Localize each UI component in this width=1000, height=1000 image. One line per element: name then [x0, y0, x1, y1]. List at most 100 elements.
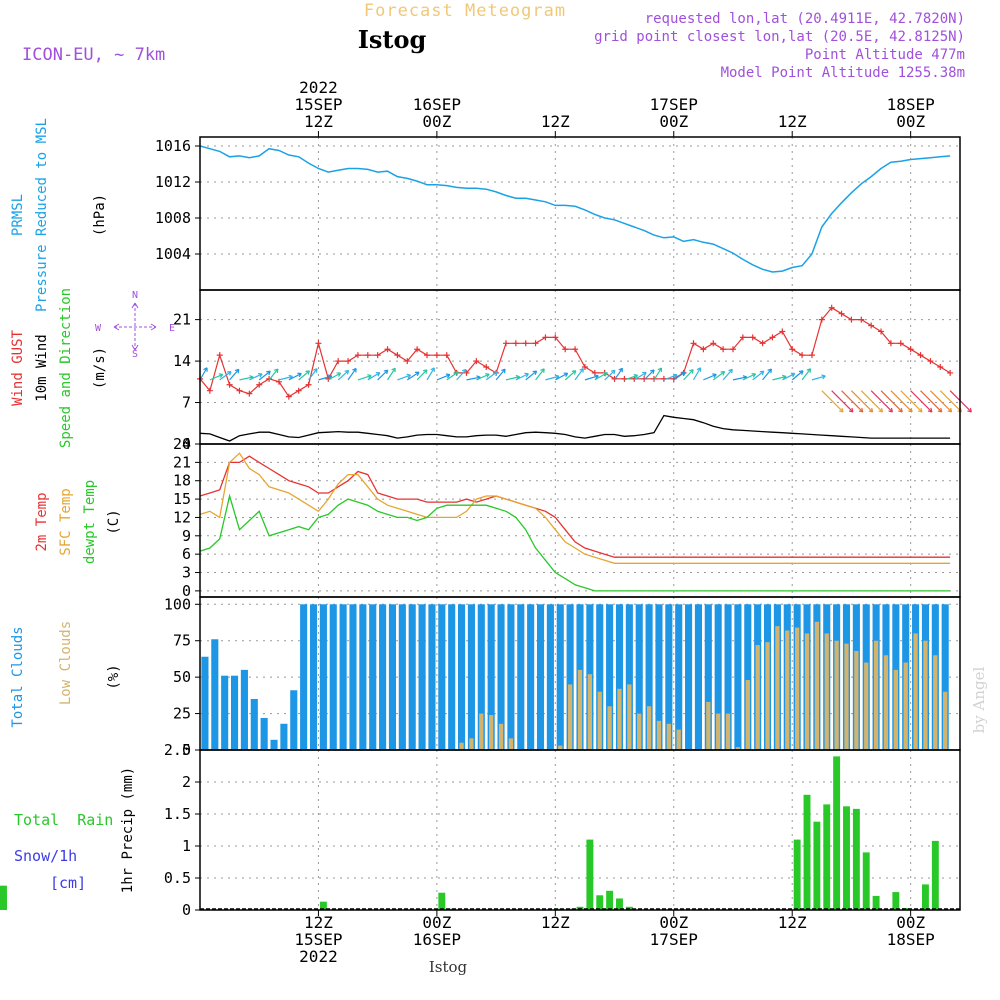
- wind-arrow-head: [898, 407, 903, 413]
- wind-arrow-head: [927, 407, 933, 413]
- wind-arrow: [209, 373, 223, 381]
- rain-legend: Total Rain: [14, 811, 113, 829]
- low-cloud-bar: [498, 723, 504, 750]
- gust-point: [828, 304, 835, 311]
- rain-bar: [596, 895, 604, 910]
- total-cloud-bar: [379, 604, 387, 750]
- gust-point: [581, 364, 588, 370]
- ytick-label-precip: 0.5: [164, 869, 191, 887]
- gust-point: [729, 346, 736, 353]
- total-cloud-label: Total Clouds: [10, 626, 26, 727]
- wind-arrow: [594, 372, 608, 381]
- gust-point: [878, 328, 885, 335]
- wind-arrow-head: [689, 369, 694, 374]
- low-cloud-bar: [706, 701, 711, 750]
- wind-arrow: [643, 369, 655, 381]
- wind-arrow: [308, 368, 318, 381]
- wind-arrow: [574, 368, 584, 381]
- wind-arrow: [910, 390, 933, 413]
- station-title: Istog: [358, 25, 427, 54]
- bottom-time-label: 16SEP: [413, 930, 461, 949]
- total-cloud-bar: [487, 604, 495, 750]
- wind-arrow: [801, 368, 811, 381]
- total-cloud-bar: [270, 739, 278, 750]
- wind-arrow: [663, 374, 678, 381]
- wind-arrow: [515, 373, 529, 381]
- panel-frame-precip: [199, 749, 961, 911]
- total-cloud-bar: [615, 604, 624, 750]
- wind-gust-label: Wind GUST: [10, 330, 26, 406]
- gust-point: [335, 358, 342, 365]
- wind-arrow: [337, 370, 349, 381]
- bottom-time-label: 00Z: [659, 913, 688, 932]
- gust-point: [779, 328, 786, 335]
- low-cloud-bar: [666, 723, 671, 750]
- wind-arrow: [811, 375, 826, 381]
- low-cloud-bar: [735, 747, 741, 750]
- temp-sfc-line: [199, 452, 951, 564]
- wind-arrow: [712, 371, 725, 381]
- pressure-axis-label: PRMSL Pressure Reduced to MSL (hPa): [10, 118, 108, 312]
- wind-arrow-head: [728, 368, 733, 374]
- wind-arrow: [673, 371, 686, 381]
- low-cloud-bar: [913, 633, 918, 750]
- low-cloud-bar: [489, 715, 494, 750]
- total-cloud-bar: [655, 604, 663, 750]
- total-cloud-bar: [596, 604, 604, 750]
- temp-2m-line: [199, 455, 951, 558]
- low-cloud-label: Low Clouds: [58, 621, 74, 705]
- cloud-axis-label: Total Clouds Low Clouds (%): [10, 621, 122, 728]
- total-cloud-bar: [507, 604, 515, 750]
- total-cloud-bar: [250, 699, 258, 750]
- wind-arrow-head: [917, 407, 923, 413]
- wind-arrow-head: [485, 373, 490, 378]
- total-cloud-bar: [724, 604, 732, 750]
- wind-arrow-head: [633, 373, 639, 379]
- wind-arrow: [436, 374, 451, 381]
- wind-arrow: [249, 373, 263, 381]
- low-cloud-bar: [716, 713, 721, 750]
- wind-arrow: [920, 390, 943, 413]
- wind-arrow: [367, 372, 381, 381]
- gust-point: [749, 334, 756, 341]
- forecast-title: Forecast Meteogram: [364, 1, 566, 21]
- ytick-label-temperature: 0: [182, 582, 191, 600]
- wind-arrow: [939, 390, 962, 413]
- total-cloud-bar: [438, 604, 446, 750]
- wind-arrow-head: [868, 407, 874, 413]
- total-cloud-bar: [408, 604, 416, 750]
- axis-ticks: 1004100810121016071421036912151821240255…: [155, 137, 200, 919]
- total-cloud-bar: [398, 604, 406, 750]
- gust-point: [384, 346, 391, 353]
- total-cloud-bar: [418, 604, 426, 750]
- low-cloud-bar: [824, 633, 829, 750]
- precip-unit: 1hr Precip (mm): [120, 767, 136, 893]
- total-cloud-bar: [240, 669, 248, 750]
- wind-arrow-head: [618, 367, 623, 373]
- bottom-time-label: 17SEP: [650, 930, 698, 949]
- wind-arrow-head: [501, 368, 506, 374]
- wind-arrow-head: [493, 370, 498, 376]
- low-cloud-bar: [933, 655, 938, 750]
- model-altitude: Model Point Altitude 1255.38m: [721, 65, 965, 81]
- rain-bar: [833, 756, 841, 910]
- total-cloud-bar: [260, 717, 268, 750]
- ytick-label-temperature: 24: [173, 435, 191, 453]
- wind-arrow-head: [798, 370, 804, 375]
- rain-bar: [843, 806, 850, 910]
- top-time-label: 15SEP: [294, 95, 342, 114]
- wind-arrow: [860, 390, 883, 413]
- gust-point: [206, 387, 213, 394]
- ytick-label-precip: 1.5: [164, 805, 191, 823]
- bottom-time-label: 12Z: [304, 913, 333, 932]
- wind-arrow-head: [878, 407, 884, 413]
- wind-arrow: [929, 390, 953, 413]
- data-marks: [0, 145, 972, 910]
- low-cloud-bar: [873, 640, 879, 750]
- low-cloud-bar: [617, 688, 622, 750]
- wind-arrow-head: [344, 369, 350, 375]
- wind-arrow-head: [218, 373, 224, 379]
- rain-bar: [606, 890, 614, 910]
- gust-point: [927, 358, 934, 365]
- wind-arrow: [752, 370, 765, 381]
